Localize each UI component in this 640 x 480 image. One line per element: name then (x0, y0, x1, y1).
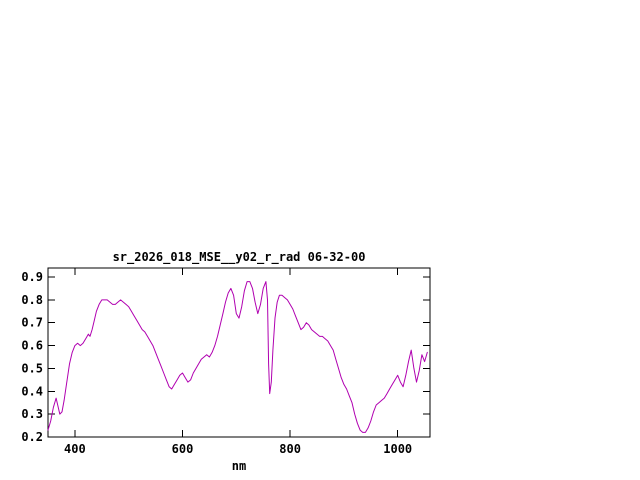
x-axis-label: nm (231, 459, 247, 473)
x-tick-label: 1000 (383, 442, 412, 456)
x-tick-label: 800 (279, 442, 301, 456)
y-tick-label: 0.3 (21, 407, 43, 421)
y-tick-label: 0.2 (21, 430, 43, 444)
y-tick-label: 0.6 (21, 339, 43, 353)
y-tick-label: 0.8 (21, 293, 43, 307)
y-tick-label: 0.4 (21, 384, 43, 398)
spectral-curve (47, 281, 428, 433)
plot-border (47, 267, 431, 438)
x-tick-label: 600 (172, 442, 194, 456)
x-tick-label: 400 (64, 442, 86, 456)
y-tick-label: 0.5 (21, 361, 43, 375)
y-tick-label: 0.9 (21, 270, 43, 284)
y-tick-label: 0.7 (21, 316, 43, 330)
chart-title: sr_2026_018_MSE__y02_r_rad 06-32-00 (112, 250, 366, 264)
